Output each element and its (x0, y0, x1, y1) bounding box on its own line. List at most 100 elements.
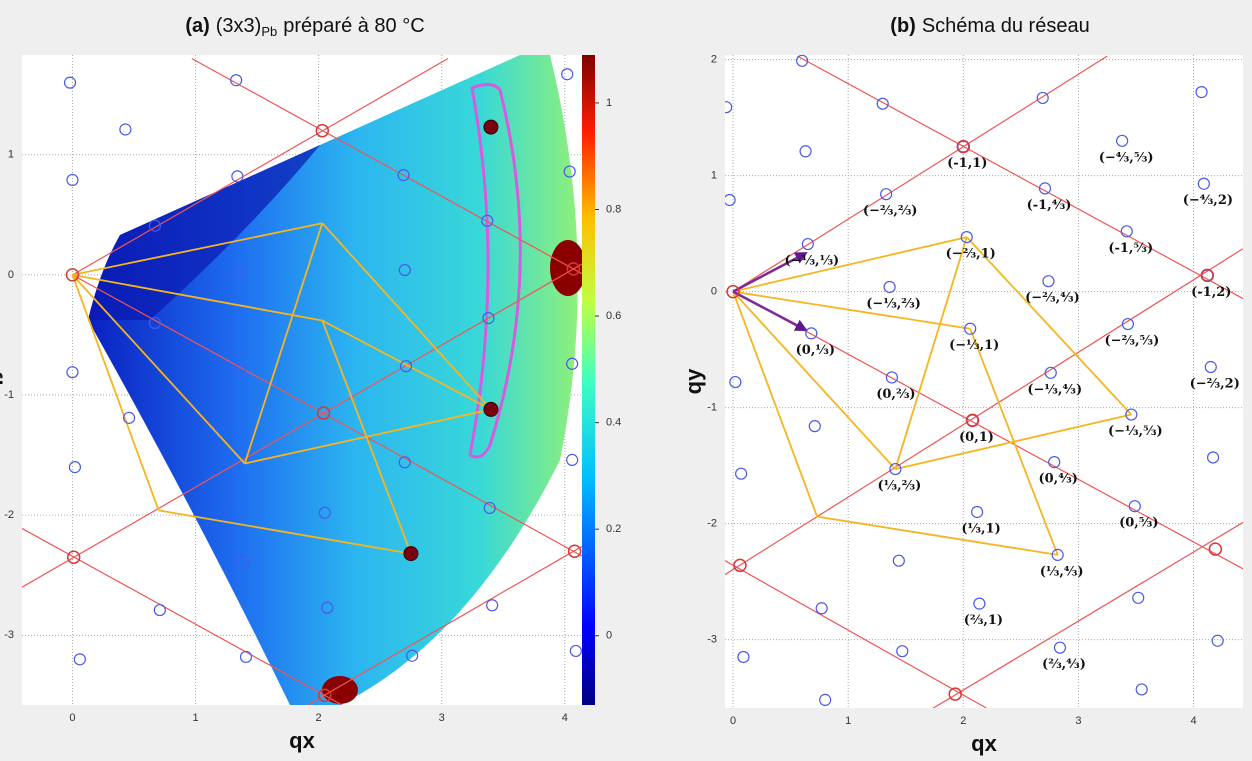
lattice-spot (1132, 591, 1145, 604)
lattice-line (307, 545, 582, 705)
lattice-spot (973, 597, 986, 610)
low-intensity (88, 145, 320, 320)
lattice-spot (483, 501, 496, 515)
colorbar-tick-label: 0.2 (606, 523, 621, 535)
lattice-spot (73, 653, 86, 666)
scattering-path (321, 319, 492, 411)
lattice-spot (876, 97, 889, 110)
lattice-line (732, 291, 1243, 570)
lattice-spot (1121, 317, 1134, 331)
lattice-spot (896, 645, 909, 658)
lattice-node (567, 544, 582, 558)
lattice-spot (1048, 456, 1061, 469)
lattice-line (933, 521, 1243, 708)
x-axis-label: qx (971, 731, 997, 756)
lattice-node (948, 687, 962, 701)
lattice-spot (737, 650, 750, 664)
lattice-node (566, 262, 581, 276)
spot-label: (0,⁵⁄₃) (1119, 516, 1158, 531)
lattice-spot (398, 263, 411, 277)
x-tick-label: 0 (69, 712, 75, 724)
lattice-line (22, 527, 343, 705)
spot-label: (0,⁴⁄₃) (1038, 472, 1077, 487)
y-tick-label: 1 (711, 170, 717, 182)
spot-label: (⅓,1) (961, 521, 1000, 536)
lattice-spot (148, 316, 162, 330)
scattering-path (72, 273, 323, 322)
x-tick-label: 4 (562, 712, 568, 724)
lattice-spot (482, 312, 495, 325)
lattice-spot (398, 456, 411, 469)
lattice-spot (1206, 451, 1220, 464)
scattering-path (321, 320, 412, 554)
annotations: 0 1 2 3 4 -3 -2 -1 0 1 (a) (3x3)Pb préparé à 80 °C qx… (0, 15, 621, 753)
spot-label: (0,⅔) (876, 387, 915, 402)
scattering-path (966, 236, 1133, 416)
x-tick-label: 2 (316, 712, 322, 724)
lattice-spot (399, 360, 413, 373)
lattice-spot (805, 327, 818, 340)
spot-label: (-1,⁴⁄₃) (1027, 198, 1072, 213)
lattice-spot (569, 644, 582, 658)
spot-label: (−⅔,2) (1190, 377, 1240, 392)
lattice-spot (233, 362, 246, 375)
spot-label: (−⁴⁄₃,⁵⁄₃) (1099, 150, 1154, 165)
lattice-spot (819, 693, 832, 706)
lattice-line (22, 263, 582, 588)
lattice-spot (321, 601, 334, 614)
spot-label: (0,⅓) (796, 343, 835, 358)
basis-vector (732, 290, 808, 332)
lattice-spot (153, 603, 166, 617)
lattice-spot (1135, 683, 1148, 696)
spot-label: (−⅓,⁴⁄₃) (1027, 382, 1082, 397)
lattice-line (191, 58, 582, 275)
y-tick-label: -2 (707, 517, 717, 529)
scattering-path (732, 291, 818, 517)
bright-spot (483, 119, 499, 135)
lattice-spot (122, 411, 136, 424)
lattice-spot (889, 462, 902, 476)
lattice-spot (725, 193, 736, 207)
x-tick-label: 0 (730, 715, 736, 727)
scattering-path (816, 515, 1058, 556)
basis-vector (732, 252, 808, 293)
lattice-spot (239, 650, 253, 664)
lattice-spot (1128, 500, 1141, 513)
spot-label: (−⅓,⅔) (866, 296, 921, 311)
y-tick-label: 2 (711, 54, 717, 66)
grid (725, 55, 1243, 708)
scattering-path (732, 236, 967, 293)
title-part: préparé à 80 °C (283, 15, 424, 37)
chart-title: (a) (3x3)Pb préparé à 80 °C (185, 15, 424, 39)
scattering-path (158, 509, 412, 555)
lattice-spot (1036, 91, 1049, 105)
lattice-spot (1042, 275, 1055, 288)
lattice-spot (230, 74, 243, 87)
lattice-spot (815, 602, 828, 615)
spot-label: (⅔,⁴⁄₃) (1042, 657, 1086, 672)
colorbar-tick-label: 0 (606, 630, 612, 642)
lattice-node (66, 550, 81, 564)
lattice-spot (68, 461, 82, 474)
spot-label: (-1,⁵⁄₃) (1108, 241, 1153, 256)
y-axis-label: qy (681, 368, 706, 394)
lattice-spot (729, 375, 742, 389)
lattice-spot (964, 322, 977, 335)
x-tick-label: 1 (845, 715, 851, 727)
scattering-path (72, 222, 323, 276)
spot-label: (−⅓,⅓) (785, 254, 840, 269)
scattering-path (894, 236, 968, 470)
lattice-spot (1044, 366, 1057, 379)
spot-label: (−⅔,⅔) (863, 204, 918, 219)
hot-spot (550, 240, 582, 296)
title-part: Schéma du réseau (922, 15, 1090, 37)
lattice-spot (1116, 134, 1129, 147)
plot-area (725, 55, 1243, 708)
lattice-spot (397, 169, 410, 182)
colorbar-tick-label: 0.6 (606, 310, 621, 322)
lattice-line (72, 274, 582, 557)
lattice-spot (725, 101, 733, 114)
y-tick-label: -3 (707, 633, 717, 645)
spot-label: (0,1) (959, 430, 994, 445)
